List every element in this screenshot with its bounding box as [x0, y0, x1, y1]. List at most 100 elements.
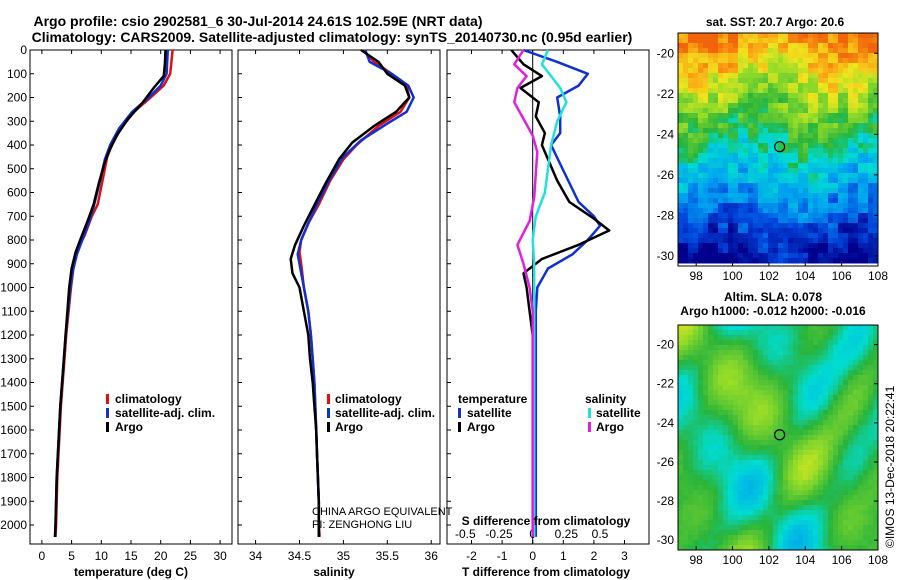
- map-cell: [763, 33, 769, 39]
- map-cell: [788, 325, 794, 331]
- map-cell: [818, 108, 824, 114]
- map-cell: [848, 138, 854, 144]
- map-cell: [798, 173, 804, 179]
- map-cell: [718, 113, 724, 119]
- map-cell: [873, 445, 879, 451]
- map-cell: [843, 420, 849, 426]
- map-cell: [833, 325, 839, 331]
- map-cell: [863, 520, 869, 526]
- map-cell: [853, 410, 859, 416]
- map-cell: [773, 380, 779, 386]
- map-cell: [748, 340, 754, 346]
- map-cell: [823, 525, 829, 531]
- map-cell: [873, 138, 879, 144]
- map-cell: [808, 188, 814, 194]
- map-cell: [768, 228, 774, 234]
- map-cell: [763, 193, 769, 199]
- map-cell: [688, 208, 694, 214]
- map-cell: [758, 325, 764, 331]
- map-cell: [818, 133, 824, 139]
- map-cell: [858, 490, 864, 496]
- map-cell: [843, 530, 849, 536]
- map-cell: [713, 350, 719, 356]
- map-cell: [698, 243, 704, 249]
- map-cell: [703, 253, 709, 259]
- map-cell: [863, 385, 869, 391]
- map-cell: [833, 530, 839, 536]
- map-cell: [783, 335, 789, 341]
- map-cell: [748, 98, 754, 104]
- map-cell: [848, 38, 854, 44]
- map-cell: [848, 198, 854, 204]
- map-cell: [753, 395, 759, 401]
- map-cell: [813, 510, 819, 516]
- map-cell: [768, 168, 774, 174]
- map-cell: [788, 58, 794, 64]
- map-cell: [828, 355, 834, 361]
- map-cell: [713, 178, 719, 184]
- map-cell: [738, 375, 744, 381]
- map-cell: [708, 203, 714, 209]
- map-cell: [838, 68, 844, 74]
- map-cell: [688, 445, 694, 451]
- map-cell: [818, 183, 824, 189]
- map-cell: [683, 330, 689, 336]
- map-cell: [748, 178, 754, 184]
- map-cell: [828, 88, 834, 94]
- map-cell: [833, 178, 839, 184]
- map-cell: [678, 520, 684, 526]
- map-cell: [828, 238, 834, 244]
- map-cell: [748, 78, 754, 84]
- temperature-plot: 0 5 10 15 20 25 30: [39, 49, 227, 563]
- map-cell: [718, 148, 724, 154]
- map-cell: [728, 400, 734, 406]
- map-cell: [743, 153, 749, 159]
- map-cell: [763, 68, 769, 74]
- diff-legend-s-satellite-swatch: [588, 408, 591, 418]
- map-cell: [728, 103, 734, 109]
- map-cell: [738, 505, 744, 511]
- map-cell: [788, 380, 794, 386]
- sst-map-title: sat. SST: 20.7 Argo: 20.6: [706, 15, 845, 29]
- map-cell: [808, 495, 814, 501]
- map-cell: [783, 475, 789, 481]
- map-cell: [843, 525, 849, 531]
- diff-legend-t-argo-swatch: [458, 422, 461, 432]
- map-cell: [868, 540, 874, 546]
- map-cell: [728, 380, 734, 386]
- map-cell: [843, 183, 849, 189]
- map-cell: [798, 490, 804, 496]
- map-cell: [823, 93, 829, 99]
- map-cell: [793, 253, 799, 259]
- map-cell: [713, 485, 719, 491]
- map-cell: [743, 173, 749, 179]
- map-cell: [733, 198, 739, 204]
- map-cell: [773, 425, 779, 431]
- map-cell: [693, 405, 699, 411]
- map-cell: [763, 345, 769, 351]
- map-cell: [708, 123, 714, 129]
- map-cell: [833, 475, 839, 481]
- map-cell: [803, 43, 809, 49]
- map-cell: [768, 400, 774, 406]
- map-cell: [753, 525, 759, 531]
- map-cell: [738, 480, 744, 486]
- map-cell: [733, 330, 739, 336]
- map-cell: [858, 415, 864, 421]
- map-cell: [733, 83, 739, 89]
- map-cell: [823, 445, 829, 451]
- map-cell: [803, 335, 809, 341]
- map-cell: [783, 435, 789, 441]
- map-cell: [753, 535, 759, 541]
- map-cell: [813, 420, 819, 426]
- map-cell: [783, 330, 789, 336]
- map-cell: [803, 53, 809, 59]
- map-cell: [758, 238, 764, 244]
- map-cell: [788, 153, 794, 159]
- map-cell: [803, 193, 809, 199]
- map-cell: [828, 253, 834, 259]
- map-cell: [703, 228, 709, 234]
- map-cell: [708, 158, 714, 164]
- map-cell: [793, 440, 799, 446]
- map-cell: [853, 78, 859, 84]
